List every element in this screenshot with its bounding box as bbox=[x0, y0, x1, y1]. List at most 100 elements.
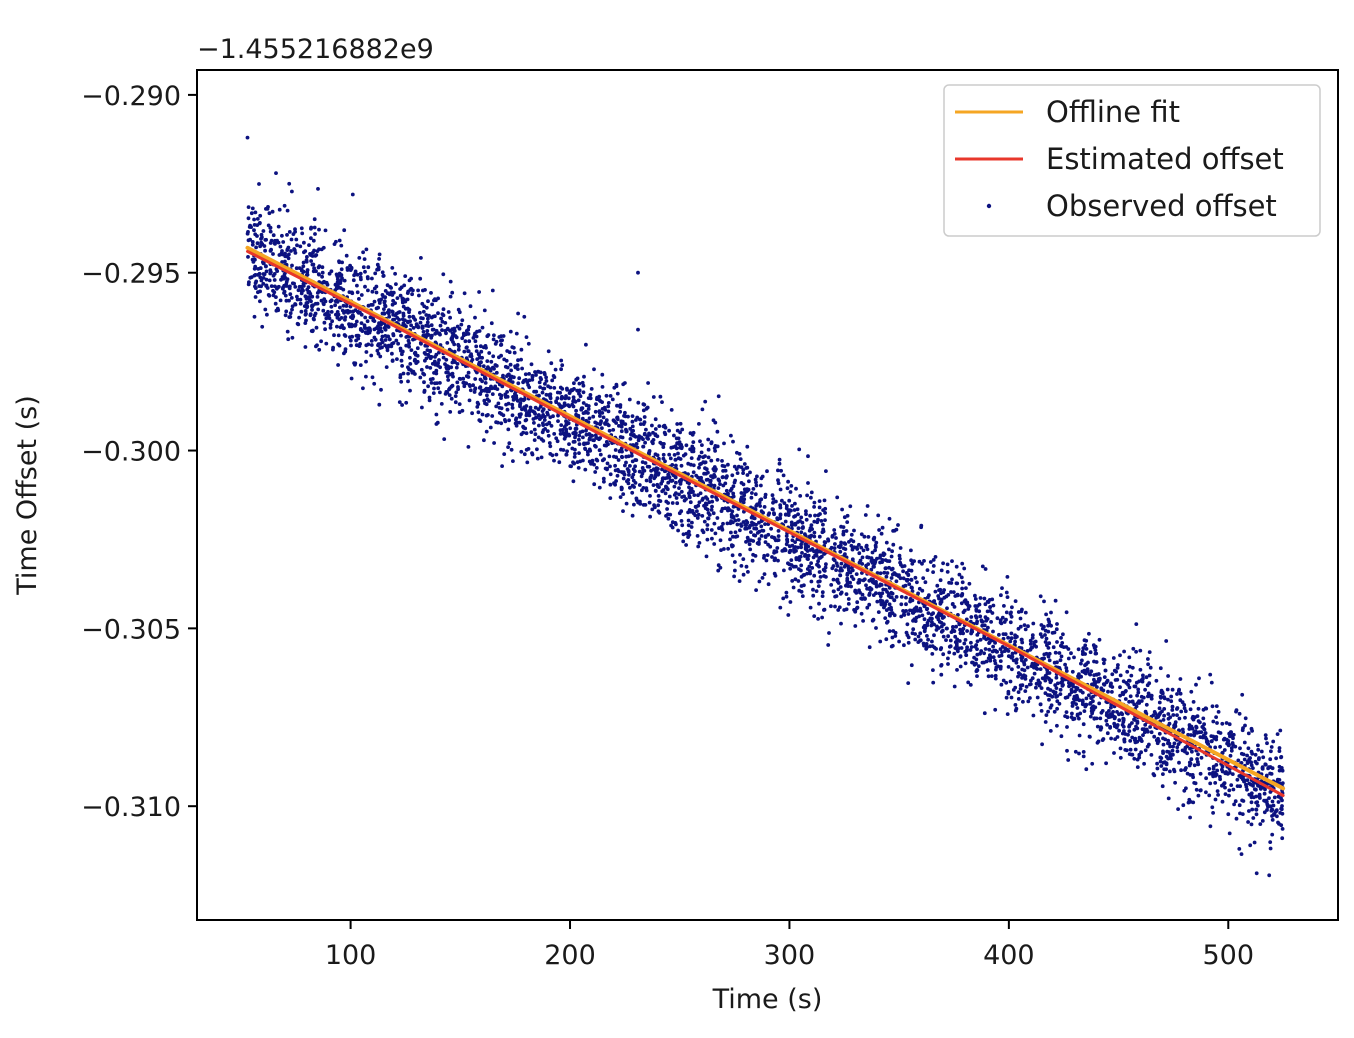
observed-offset-point bbox=[726, 546, 730, 551]
observed-offset-point bbox=[411, 314, 416, 319]
observed-offset-point bbox=[1023, 674, 1028, 678]
observed-offset-point bbox=[993, 676, 998, 681]
observed-offset-point bbox=[741, 557, 746, 561]
observed-offset-point bbox=[355, 290, 360, 295]
observed-offset-point bbox=[541, 423, 546, 427]
observed-offset-point bbox=[973, 597, 978, 601]
observed-offset-point bbox=[405, 297, 410, 302]
observed-offset-point bbox=[688, 500, 693, 505]
observed-offset-point bbox=[926, 595, 930, 600]
observed-offset-point bbox=[987, 598, 992, 602]
observed-offset-point bbox=[391, 341, 396, 345]
observed-offset-point bbox=[643, 461, 648, 465]
observed-offset-point bbox=[832, 528, 837, 532]
observed-offset-point bbox=[376, 330, 381, 335]
observed-offset-point bbox=[641, 437, 645, 442]
observed-offset-point bbox=[611, 428, 616, 432]
observed-offset-point bbox=[938, 578, 943, 583]
observed-offset-point bbox=[312, 248, 316, 253]
observed-offset-point bbox=[866, 535, 871, 539]
observed-offset-point bbox=[747, 479, 751, 484]
observed-offset-point bbox=[601, 415, 606, 420]
observed-offset-point bbox=[626, 468, 631, 473]
observed-offset-point bbox=[782, 568, 786, 573]
observed-offset-point bbox=[689, 456, 694, 460]
observed-offset-point bbox=[352, 273, 356, 278]
observed-offset-point bbox=[1116, 663, 1120, 667]
observed-offset-point bbox=[831, 557, 836, 562]
y-tick-label: −0.310 bbox=[81, 792, 181, 823]
observed-offset-point bbox=[460, 336, 465, 341]
observed-offset-point bbox=[642, 402, 647, 407]
observed-offset-point bbox=[1155, 761, 1159, 766]
observed-offset-point bbox=[1042, 624, 1046, 629]
observed-offset-point bbox=[321, 308, 326, 313]
observed-offset-point bbox=[630, 424, 635, 429]
observed-offset-point bbox=[731, 514, 736, 519]
observed-offset-point bbox=[1191, 800, 1196, 805]
observed-offset-point bbox=[1163, 737, 1168, 742]
observed-offset-point bbox=[280, 275, 285, 279]
observed-offset-point bbox=[922, 617, 927, 622]
observed-offset-point bbox=[945, 562, 950, 567]
observed-offset-point bbox=[253, 273, 258, 277]
observed-offset-point bbox=[1133, 736, 1138, 741]
observed-offset-point bbox=[1087, 631, 1091, 636]
observed-offset-point bbox=[1231, 736, 1235, 741]
observed-offset-point bbox=[1130, 721, 1134, 725]
observed-offset-point bbox=[330, 319, 334, 324]
observed-offset-point bbox=[1100, 738, 1105, 742]
observed-offset-point bbox=[836, 608, 841, 612]
observed-offset-point bbox=[441, 355, 446, 360]
observed-offset-point bbox=[1134, 680, 1139, 685]
observed-offset-point bbox=[477, 290, 481, 294]
observed-offset-point bbox=[375, 348, 380, 353]
observed-offset-point bbox=[670, 525, 675, 530]
observed-offset-point bbox=[482, 308, 487, 313]
observed-offset-point bbox=[708, 478, 713, 483]
observed-offset-point bbox=[506, 401, 511, 406]
observed-offset-point bbox=[781, 473, 786, 478]
observed-offset-point bbox=[669, 408, 674, 412]
observed-offset-point bbox=[1227, 793, 1231, 798]
observed-offset-point bbox=[540, 390, 545, 395]
observed-offset-point bbox=[364, 343, 369, 348]
observed-offset-point bbox=[845, 513, 850, 518]
observed-offset-point bbox=[448, 279, 453, 284]
observed-offset-point bbox=[739, 564, 744, 568]
observed-offset-point bbox=[800, 594, 805, 598]
observed-offset-point bbox=[443, 392, 448, 396]
observed-offset-point bbox=[1271, 739, 1276, 744]
observed-offset-point bbox=[843, 542, 848, 546]
observed-offset-point bbox=[397, 317, 401, 322]
observed-offset-point bbox=[250, 242, 255, 247]
observed-offset-point bbox=[696, 503, 701, 508]
observed-offset-point bbox=[738, 552, 742, 557]
observed-offset-point bbox=[1097, 701, 1102, 706]
observed-offset-point bbox=[566, 432, 571, 437]
observed-offset-point bbox=[852, 528, 856, 533]
observed-offset-point bbox=[429, 315, 434, 320]
observed-offset-point bbox=[577, 381, 582, 386]
observed-offset-point bbox=[269, 247, 273, 252]
observed-offset-point bbox=[812, 534, 817, 539]
observed-offset-point bbox=[715, 516, 720, 520]
observed-offset-point bbox=[674, 496, 679, 500]
observed-offset-point bbox=[844, 607, 849, 612]
observed-offset-point bbox=[633, 464, 637, 469]
observed-offset-point bbox=[889, 554, 894, 559]
observed-offset-point bbox=[411, 326, 416, 330]
observed-offset-point bbox=[246, 205, 251, 210]
observed-offset-point bbox=[706, 511, 711, 515]
observed-offset-point bbox=[741, 471, 745, 475]
observed-offset-point bbox=[548, 444, 553, 449]
observed-offset-point bbox=[675, 501, 680, 506]
observed-offset-point bbox=[1080, 658, 1084, 663]
observed-offset-point bbox=[505, 374, 509, 378]
observed-offset-point bbox=[362, 257, 367, 261]
observed-offset-point bbox=[897, 573, 901, 577]
observed-offset-point bbox=[661, 445, 666, 449]
observed-offset-point bbox=[707, 500, 712, 505]
observed-offset-point bbox=[428, 366, 433, 370]
observed-offset-point bbox=[1166, 738, 1171, 743]
